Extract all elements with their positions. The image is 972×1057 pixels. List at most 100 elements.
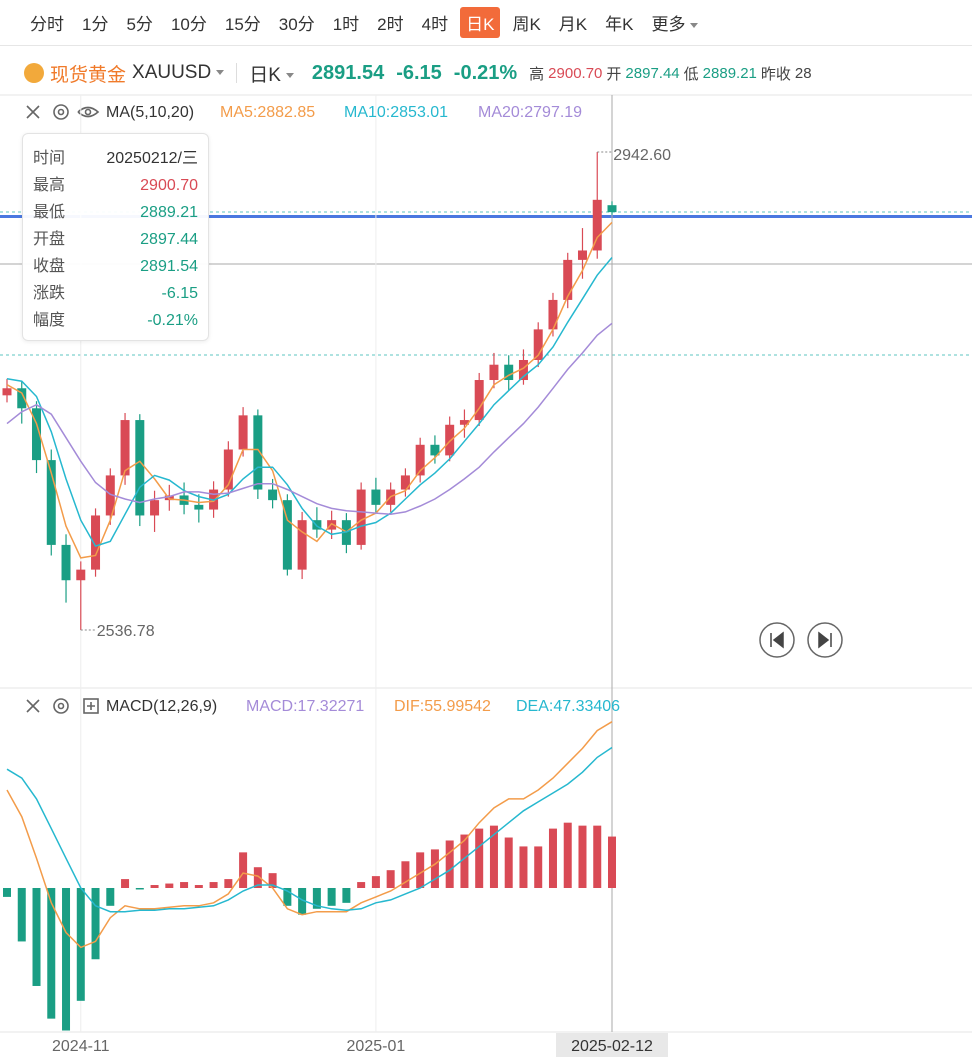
macd-bar xyxy=(357,882,366,888)
tooltip-row: 时间 20250212/三 xyxy=(33,145,198,172)
max-label: 2942.60 xyxy=(613,147,671,164)
macd-bar xyxy=(17,887,26,942)
candle-body xyxy=(312,520,322,530)
nav-prev[interactable] xyxy=(759,622,795,658)
candle-body xyxy=(76,569,86,581)
period-button[interactable]: 15分 xyxy=(224,15,261,34)
macd-bar xyxy=(209,882,218,888)
macd-bar xyxy=(563,822,572,888)
tooltip-row: 最低 2889.21 xyxy=(33,199,198,226)
tooltip-label: 收盘 xyxy=(33,258,66,275)
period-button[interactable]: 30分 xyxy=(278,15,315,34)
tooltip-label: 涨跌 xyxy=(33,285,66,302)
macd-bar xyxy=(283,887,292,906)
macd-bar xyxy=(504,837,513,888)
crosshair-label-bg xyxy=(556,1033,668,1057)
macd-bar xyxy=(548,828,557,888)
symbol[interactable]: XAUUSD xyxy=(132,62,224,84)
prev: 28 xyxy=(794,64,812,82)
period-button[interactable]: 分时 xyxy=(30,15,64,34)
legend-entry: DIF:55.99542 xyxy=(394,698,491,715)
candle-body xyxy=(17,388,27,409)
period-button[interactable]: 5分 xyxy=(126,15,153,34)
price: 2891.54 xyxy=(311,61,385,84)
period-button[interactable]: 月K xyxy=(558,15,588,34)
candle-body xyxy=(253,415,263,490)
period-button[interactable]: 更多 xyxy=(645,7,704,38)
quote-bar: 现货黄金 XAUUSD 日K 2891.54 -6.15 -0.21% 高 29… xyxy=(0,52,972,94)
tooltip-value: 20250212/三 xyxy=(106,150,198,167)
instrument-name: 现货黄金 xyxy=(50,64,127,86)
change: -6.15 xyxy=(396,61,442,84)
macd-bar xyxy=(239,852,248,888)
candle-body xyxy=(135,420,145,516)
tooltip-value: -6.15 xyxy=(161,285,198,302)
candle-body xyxy=(2,388,12,396)
candle-body xyxy=(415,444,425,476)
low: 2889.21 xyxy=(702,64,757,82)
macd-bar xyxy=(593,825,602,888)
macd-bar xyxy=(121,879,130,888)
candle-body xyxy=(327,520,337,530)
macd-bar xyxy=(253,867,262,888)
macd-bar xyxy=(401,861,410,888)
candle-body xyxy=(548,299,558,330)
candle-body xyxy=(445,424,455,456)
candle-body xyxy=(518,359,528,381)
macd-bar xyxy=(534,846,543,888)
candle-body xyxy=(563,259,573,300)
icons xyxy=(26,104,100,714)
candle-body xyxy=(120,420,130,476)
macd-bar xyxy=(3,887,11,897)
legend-entry: MA5:2882.85 xyxy=(220,104,315,121)
period[interactable]: 日K xyxy=(249,60,294,87)
tooltip-label: 幅度 xyxy=(33,312,66,329)
candle-body xyxy=(297,520,307,570)
legend-entry: MACD:17.32271 xyxy=(246,698,364,715)
tooltip-row: 涨跌 -6.15 xyxy=(33,280,198,307)
period-button[interactable]: 日K xyxy=(460,7,501,38)
period-button[interactable]: 周K xyxy=(512,15,541,34)
candle-body xyxy=(194,504,204,510)
candle-body xyxy=(223,449,233,490)
macd-bar xyxy=(430,849,439,888)
indicator-line xyxy=(6,721,613,949)
period-button[interactable]: 4时 xyxy=(421,15,449,34)
macd-bar xyxy=(489,825,498,888)
macd-bar xyxy=(342,887,351,903)
macd-bar xyxy=(165,883,174,888)
tooltip-row: 最高 2900.70 xyxy=(33,172,198,199)
indicator-line xyxy=(6,322,613,516)
candle-body xyxy=(238,415,248,450)
open: 2897.44 xyxy=(625,64,680,82)
macd-bar xyxy=(298,887,307,915)
open-label: 开 xyxy=(606,65,622,83)
macd-bar xyxy=(445,840,454,888)
x-tick-label: 2024-11 xyxy=(52,1038,110,1055)
indicator-line xyxy=(6,746,613,913)
tooltip-value: 2900.70 xyxy=(140,177,198,194)
period-button[interactable]: 1时 xyxy=(332,15,360,34)
period-button[interactable]: 10分 xyxy=(170,15,207,34)
candle-body xyxy=(282,500,292,570)
tooltip-row: 收盘 2891.54 xyxy=(33,253,198,280)
indicator-title: MACD(12,26,9) xyxy=(106,698,217,715)
macd-bar xyxy=(371,876,380,888)
macd-bar xyxy=(150,885,159,888)
macd-bar xyxy=(460,834,469,888)
indicator-line xyxy=(6,221,613,559)
candle-body xyxy=(504,364,514,381)
nav-next[interactable] xyxy=(807,622,843,658)
period-button[interactable]: 年K xyxy=(605,15,634,34)
macd-bar xyxy=(268,873,277,888)
tooltip-value: 2897.44 xyxy=(140,231,198,248)
candle-body xyxy=(533,329,543,360)
period-button[interactable]: 1分 xyxy=(82,15,109,34)
separator xyxy=(236,63,238,83)
tooltip-label: 开盘 xyxy=(33,231,66,248)
high: 2900.70 xyxy=(548,64,603,82)
candle-body xyxy=(356,489,366,545)
legend-entry: MA10:2853.01 xyxy=(344,104,448,121)
legend-entry: MA20:2797.19 xyxy=(478,104,582,121)
period-button[interactable]: 2时 xyxy=(377,15,404,34)
